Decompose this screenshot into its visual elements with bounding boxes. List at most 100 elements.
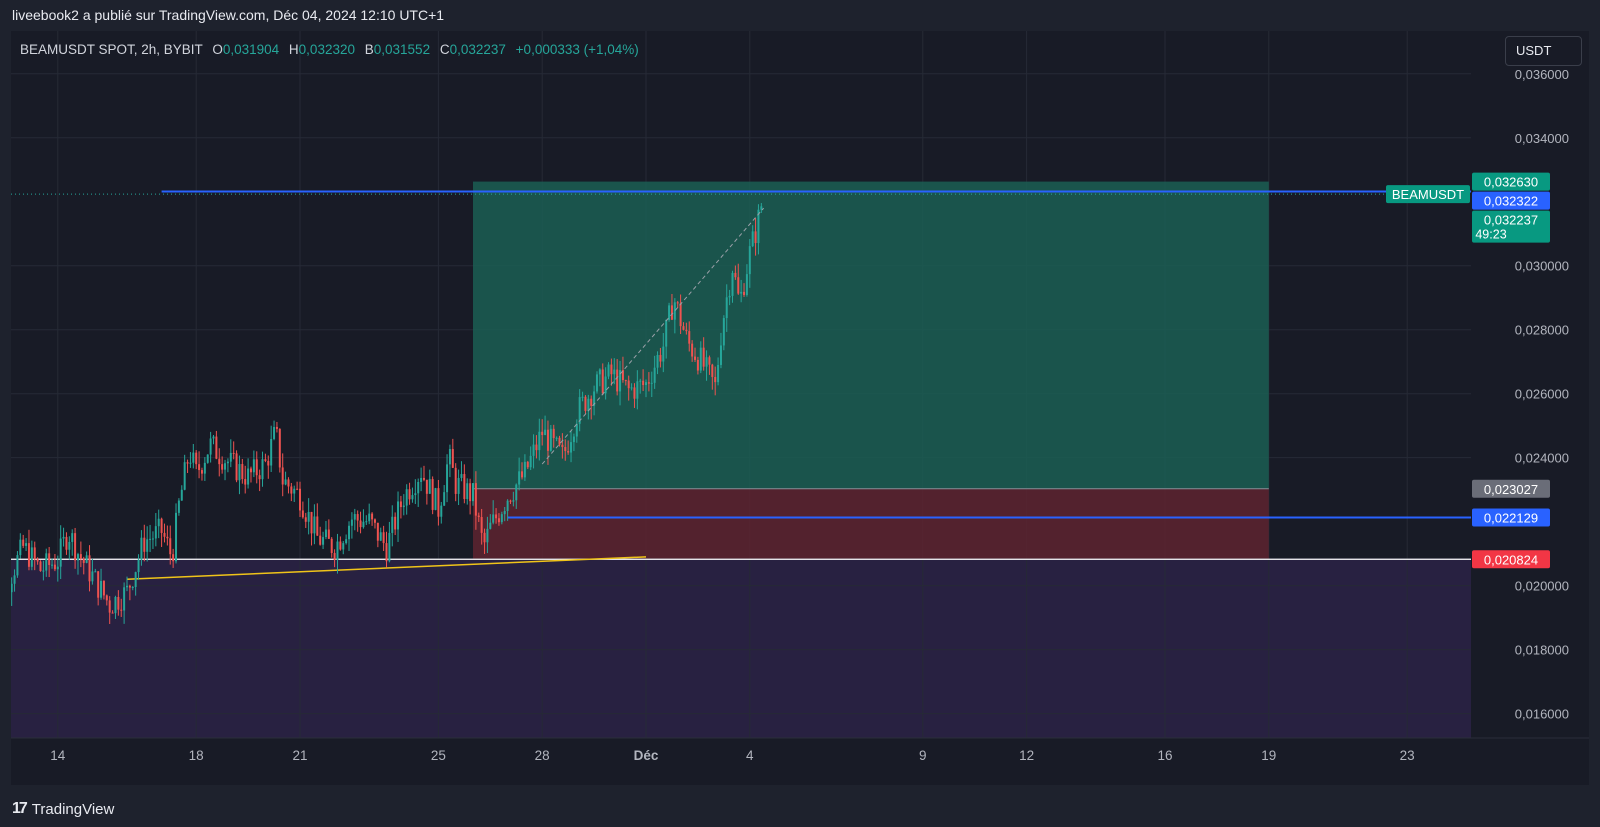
low-key: B	[364, 42, 374, 57]
candle-body	[443, 492, 446, 506]
candle-body	[235, 453, 238, 481]
published-by-text: liveebook2 a publié sur TradingView.com,…	[12, 7, 445, 23]
candle-body	[11, 583, 13, 593]
candle-body	[665, 319, 668, 347]
candle-body	[549, 428, 552, 451]
candle-body	[714, 376, 717, 383]
candle-body	[120, 609, 123, 611]
candle-body	[760, 206, 763, 210]
candle-body	[469, 483, 472, 502]
candle-body	[71, 533, 74, 542]
price-label-text: 0,032237	[1484, 213, 1538, 228]
candle-body	[526, 461, 529, 468]
candle-body	[258, 475, 261, 480]
open-value: 0,031904	[222, 42, 280, 57]
candle-body	[578, 397, 581, 424]
candle-body	[56, 566, 59, 570]
candle-body	[36, 559, 39, 562]
x-tick-label: 23	[1400, 748, 1415, 763]
candle-body	[607, 364, 610, 377]
candle-body	[267, 460, 270, 466]
candle-body	[708, 357, 711, 365]
candle-body	[584, 396, 587, 411]
low-value: 0,031552	[373, 42, 431, 57]
candle-body	[128, 585, 131, 588]
candle-body	[642, 380, 645, 386]
candle-body	[111, 612, 114, 614]
candle-body	[238, 464, 241, 481]
candle-body	[232, 452, 235, 454]
candle-body	[399, 501, 402, 508]
candle-body	[633, 387, 636, 399]
candle-body	[552, 428, 555, 439]
candle-body	[414, 493, 417, 496]
candle-body	[391, 516, 394, 533]
candle-body	[278, 428, 281, 468]
symbol-label[interactable]: BEAMUSDT SPOT, 2h, BYBIT	[20, 42, 203, 57]
candle-body	[356, 514, 359, 521]
candle-body	[515, 484, 518, 501]
candle-body	[270, 438, 273, 466]
tradingview-logo[interactable]: 17 TradingView	[12, 799, 114, 819]
candle-body	[529, 455, 532, 468]
price-label-box	[1472, 550, 1550, 569]
candle-body	[472, 483, 474, 502]
publish-header: liveebook2 a publié sur TradingView.com,…	[0, 0, 1600, 30]
candle-body	[91, 571, 94, 582]
candle-body	[748, 246, 751, 275]
candle-body	[581, 396, 584, 398]
countdown-label: 49:23	[1475, 228, 1506, 242]
candle-body	[492, 514, 495, 523]
candle-body	[518, 471, 521, 485]
candle-body	[189, 462, 192, 464]
candle-body	[16, 555, 19, 576]
candle-body	[624, 380, 627, 382]
candle-body	[425, 479, 428, 494]
tradingview-logo-icon: 17	[12, 800, 28, 817]
candle-body	[719, 345, 722, 365]
high-key: H	[288, 42, 299, 57]
open-key: O	[212, 42, 223, 57]
symbol-tag-text: BEAMUSDT	[1392, 187, 1464, 202]
candle-body	[397, 501, 400, 530]
candle-body	[500, 514, 503, 523]
candle-body	[362, 521, 365, 528]
price-chart[interactable]: 0,036000 0,034000 0,030000 0,028000 0,026000…	[11, 31, 1589, 785]
candle-body	[754, 231, 757, 244]
candle-body	[200, 470, 203, 474]
chart-area[interactable]: 0,036000 0,034000 0,030000 0,028000 0,026000…	[11, 31, 1589, 785]
candle-body	[53, 564, 56, 570]
candle-body	[685, 329, 688, 332]
candle-body	[212, 436, 215, 439]
candle-body	[696, 359, 699, 371]
candle-body	[339, 541, 342, 550]
candle-body	[154, 526, 157, 539]
close-key: C	[439, 42, 450, 57]
candle-body	[13, 575, 16, 584]
candle-body	[287, 479, 290, 487]
candle-body	[688, 331, 691, 344]
candle-body	[457, 477, 460, 494]
loss-zone	[473, 488, 1269, 559]
footer: 17 TradingView	[0, 790, 1600, 827]
candle-body	[751, 231, 754, 247]
x-tick-label: 4	[746, 748, 754, 763]
candle-body	[97, 571, 100, 598]
candle-body	[722, 318, 725, 346]
candle-body	[512, 500, 515, 502]
candle-body	[544, 429, 547, 436]
candle-body	[226, 461, 229, 464]
candle-body	[62, 536, 65, 539]
currency-button[interactable]: USDT	[1505, 36, 1582, 66]
candle-body	[137, 559, 140, 573]
candle-body	[241, 464, 244, 480]
candle-body	[27, 543, 30, 567]
trendline	[126, 556, 647, 580]
candle-body	[186, 462, 189, 464]
candle-body	[486, 528, 489, 543]
candle-body	[604, 376, 607, 394]
projection-line	[541, 207, 765, 465]
candle-body	[555, 437, 558, 439]
candle-body	[477, 515, 480, 518]
candle-body	[345, 539, 348, 544]
